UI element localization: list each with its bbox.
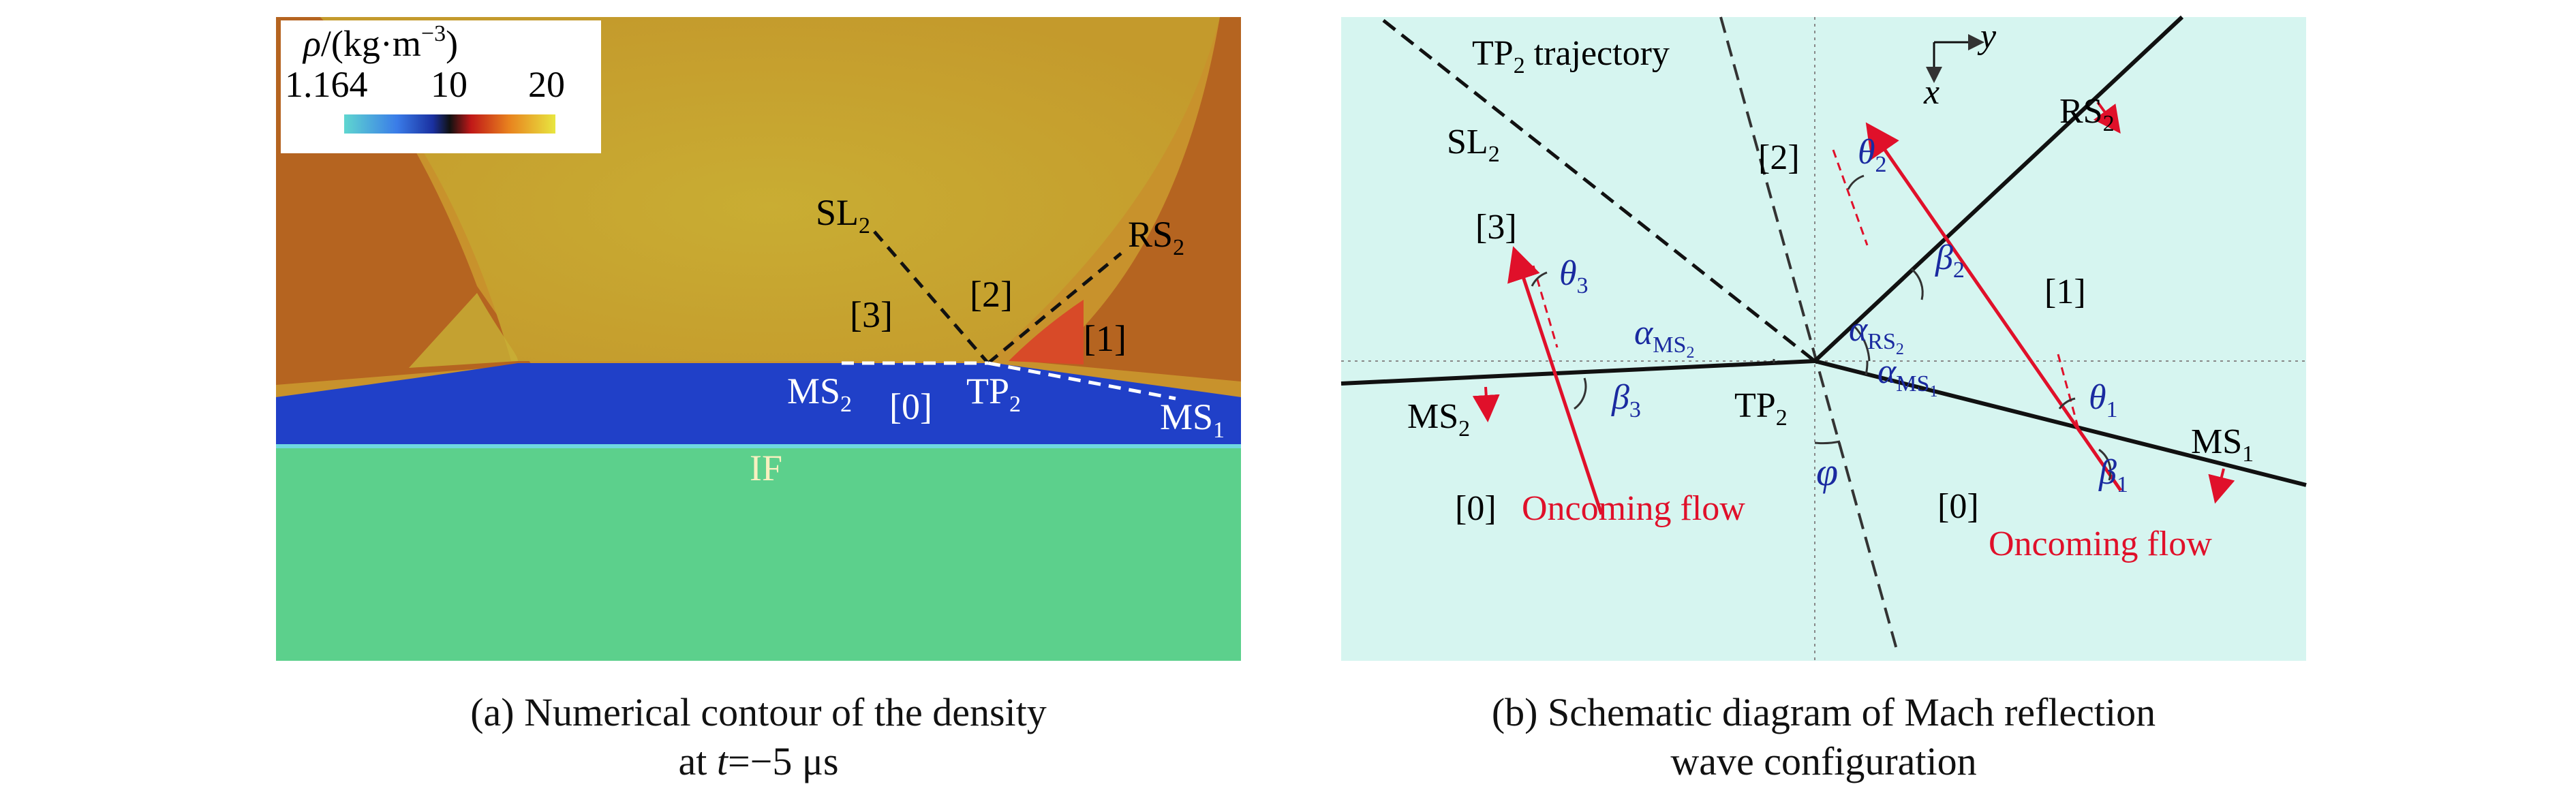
ms1-normal-arrow (2208, 468, 2235, 504)
tp2-trajectory-line (1719, 16, 1899, 655)
rs2-normal-arrow (2094, 101, 2121, 134)
schematic-background (1341, 17, 2306, 661)
beta1-arc (2098, 448, 2112, 481)
label-beta2: β2 (1935, 238, 1965, 283)
ms2-normal-arrow (1472, 386, 1500, 422)
alpha-rs2-arc (1852, 324, 1871, 362)
theta2-arc (1847, 174, 1865, 190)
label-tp2: TP2 (1734, 386, 1788, 431)
caption-b-line2: wave configuration (1670, 739, 1977, 783)
flow-arrow-left (1507, 246, 1604, 515)
label-region2: [2] (1758, 138, 1800, 177)
axis-y-label: y (1977, 17, 1997, 56)
caption-a-post: =−5 μs (727, 739, 839, 783)
label-theta3: θ3 (1559, 254, 1589, 298)
legend-colorbar (344, 114, 555, 134)
shocked-band-right (1022, 17, 1241, 381)
legend-tick-min: 1.164 (285, 64, 368, 105)
label-region0-left: [0] (1455, 489, 1497, 528)
label-region3: [3] (1475, 208, 1517, 247)
caption-b-line1: (b) Schematic diagram of Mach reflection (1491, 690, 2156, 734)
label-sl2: SL2 (816, 192, 870, 238)
caption-a-line1: (a) Numerical contour of the density (470, 690, 1047, 734)
label-alpha-ms2: αMS2 (1634, 313, 1694, 362)
label-beta1: β1 (2098, 453, 2128, 497)
label-ms1: MS1 (1160, 396, 1225, 443)
beta2-arc (1911, 268, 1924, 300)
label-oncoming-flow-right: Oncoming flow (1989, 525, 2212, 563)
label-alpha-ms1: αMS1 (1877, 352, 1937, 401)
alpha-ms1-arc (1865, 360, 1869, 375)
label-region2: [2] (970, 274, 1013, 315)
label-oncoming-flow-left: Oncoming flow (1522, 489, 1745, 528)
legend-title: ρ/(kg·m−3) (302, 21, 458, 64)
panel-b: y x TP2 trajectory RS2 SL2 [2] [3] [1] M… (1340, 15, 2307, 661)
sl2-line (873, 230, 990, 364)
label-region1: [1] (2044, 272, 2086, 311)
rs2-line (1813, 15, 2184, 363)
label-rs2: RS2 (2059, 92, 2115, 136)
label-ms1: MS1 (2191, 422, 2254, 467)
ms2-line (1340, 359, 1815, 386)
label-region1: [1] (1084, 318, 1126, 359)
label-region3: [3] (850, 294, 893, 335)
label-region0-right: [0] (1937, 487, 1979, 526)
ms1-line (987, 361, 1176, 401)
label-tp2: TP2 (966, 371, 1021, 417)
inert-region (276, 448, 1241, 661)
caption-a: (a) Numerical contour of the density at … (276, 688, 1241, 786)
label-rs2: RS2 (1128, 214, 1184, 260)
theta1-arc (2058, 397, 2076, 409)
phi-arc (1814, 440, 1841, 445)
shock-highlight-right (1009, 300, 1084, 364)
label-if: IF (750, 448, 782, 488)
label-theta2: θ2 (1858, 133, 1887, 177)
beta3-arc (1574, 377, 1587, 410)
axis-x-label: x (1923, 73, 1939, 112)
caption-a-pre: at (678, 739, 717, 783)
label-beta3: β3 (1611, 378, 1641, 422)
ms1-line (1814, 359, 2307, 487)
interface-line (276, 444, 1241, 448)
label-alpha-rs2: αRS2 (1849, 310, 1904, 358)
legend-tick-max: 20 (528, 64, 565, 105)
mach-stem-region (276, 363, 1241, 448)
label-ms2: MS2 (1407, 397, 1470, 441)
label-phi: φ (1816, 450, 1838, 494)
caption-b: (b) Schematic diagram of Mach reflection… (1341, 688, 2306, 786)
label-ms2: MS2 (787, 371, 852, 417)
label-region0: [0] (889, 386, 932, 427)
label-tp2-trajectory: TP2 trajectory (1472, 34, 1670, 78)
flow-arrow-right (1865, 122, 2123, 492)
panel-a: ρ/(kg·m−3) 1.164 10 20 SL2 RS2 [3] [2] [… (276, 17, 1241, 661)
rs2-line (987, 252, 1122, 364)
shock-highlight-left (409, 293, 518, 368)
theta2-normal (1832, 149, 1869, 246)
caption-a-var: t (716, 739, 728, 783)
legend-tick-mid: 10 (431, 64, 467, 105)
theta3-arc (1531, 271, 1548, 287)
label-sl2: SL2 (1447, 123, 1500, 167)
label-theta1: θ1 (2089, 378, 2118, 422)
caption-a-line2: at t=−5 μs (276, 737, 1241, 786)
